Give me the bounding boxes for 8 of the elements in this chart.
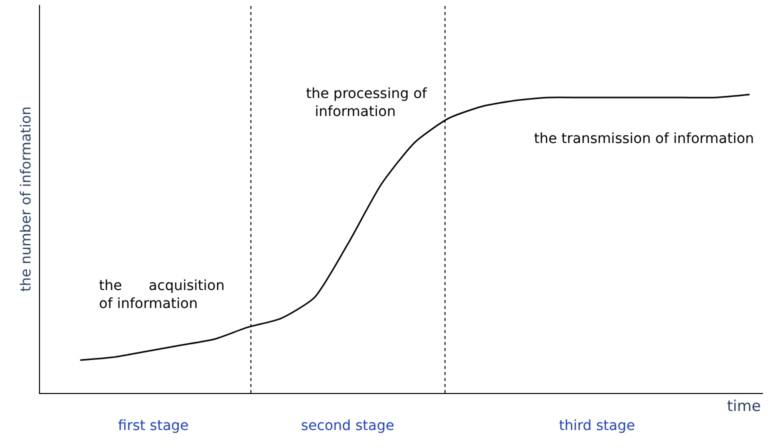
y-axis-title: the number of information: [18, 106, 35, 292]
annotation: the processing of information: [306, 86, 428, 120]
text: second stage: [301, 418, 394, 434]
x-axis-title: time: [727, 397, 761, 415]
text: third stage: [559, 418, 635, 434]
text: first stage: [118, 418, 189, 434]
annotation: the transmission of information: [534, 131, 754, 147]
annotation: the acquisition of information: [99, 278, 225, 312]
